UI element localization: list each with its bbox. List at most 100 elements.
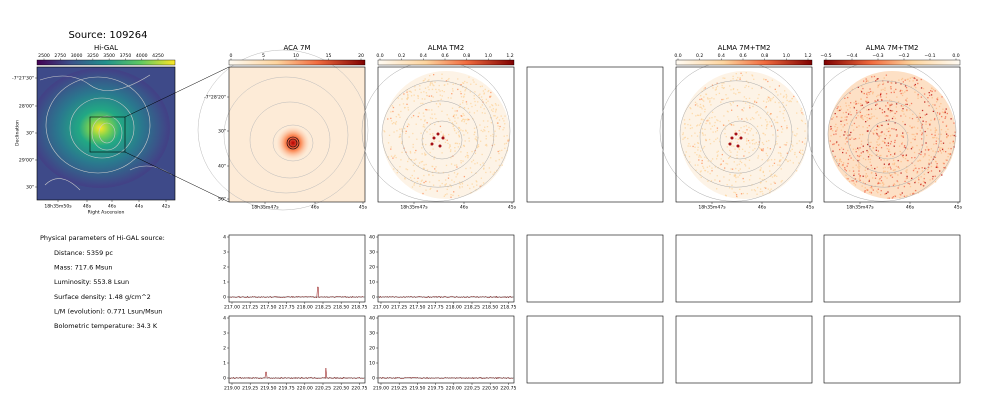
pixel: [913, 126, 916, 128]
pixel: [722, 98, 725, 101]
colorbar-tick-label: 1.2: [506, 53, 513, 59]
pixel: [432, 184, 435, 186]
pixel: [782, 157, 784, 159]
pixel: [946, 159, 948, 161]
pixel: [703, 88, 705, 90]
pixel: [917, 97, 919, 99]
pixel: [439, 90, 441, 92]
pixel: [935, 129, 938, 131]
pixel: [876, 128, 878, 131]
pixel: [858, 178, 861, 180]
pixel: [893, 145, 895, 147]
pixel: [885, 96, 888, 98]
primary-beam: [680, 71, 808, 199]
pixel: [903, 185, 906, 188]
pixel: [873, 75, 876, 78]
pixel: [780, 181, 782, 183]
pixel: [454, 150, 456, 152]
pixel: [865, 166, 868, 168]
pixel: [844, 97, 846, 99]
pixel: [852, 170, 855, 172]
pixel: [407, 160, 409, 163]
pixel: [906, 159, 908, 162]
pixel: [413, 177, 416, 180]
pixel: [462, 113, 464, 115]
pixel: [763, 174, 765, 177]
pixel: [499, 125, 501, 128]
pixel: [899, 150, 901, 153]
pixel: [489, 95, 491, 98]
pixel: [743, 125, 745, 128]
colorbar-tick-label: −0.3: [872, 53, 883, 59]
pixel: [414, 152, 416, 154]
pixel: [749, 130, 751, 132]
pixel: [884, 87, 886, 89]
pixel: [684, 127, 686, 129]
pixel: [947, 128, 949, 131]
pixel: [874, 104, 877, 106]
pixel: [481, 99, 483, 101]
pixel: [914, 156, 916, 159]
pixel: [861, 117, 864, 119]
pixel: [422, 102, 424, 105]
pixel: [876, 95, 878, 98]
pixel: [412, 143, 414, 146]
pixel: [932, 103, 934, 106]
pixel: [424, 78, 426, 80]
pixel: [734, 192, 737, 194]
pixel: [946, 136, 948, 139]
pixel: [721, 153, 723, 156]
pixel: [945, 151, 947, 153]
x-tick-label: 218.75: [500, 305, 516, 311]
pixel: [394, 154, 396, 157]
pixel: [397, 113, 400, 116]
pixel: [699, 131, 701, 134]
colorbar: [675, 59, 813, 66]
pixel: [896, 135, 898, 137]
pixel: [893, 183, 895, 185]
pixel: [477, 145, 480, 148]
pixel: [855, 164, 857, 166]
pixel: [467, 118, 469, 120]
pixel: [848, 170, 851, 172]
pixel: [406, 118, 408, 120]
x-tick-label: 217.25: [391, 305, 407, 311]
pixel: [716, 119, 718, 121]
pixel: [444, 141, 447, 143]
colorbar-tick-label: 3500: [103, 53, 115, 59]
pixel: [759, 191, 761, 193]
pixel: [934, 130, 936, 132]
pixel: [853, 173, 856, 175]
pixel: [920, 151, 923, 153]
pixel: [888, 103, 891, 106]
colorbar-tick-label: 4250: [152, 53, 164, 59]
contour: [401, 100, 479, 174]
pixel: [432, 84, 434, 86]
pixel: [734, 174, 737, 176]
pixel: [700, 106, 702, 109]
pixel: [495, 108, 497, 110]
pixel: [751, 189, 753, 191]
pixel: [754, 101, 756, 103]
pixel: [887, 145, 890, 147]
pixel: [432, 148, 434, 150]
pixel: [401, 98, 403, 100]
y-tick-label: 3: [223, 331, 226, 337]
colorbar-tick-label: 0.4: [420, 53, 427, 59]
pixel: [920, 87, 923, 89]
pixel: [847, 178, 849, 180]
pixel: [869, 186, 872, 189]
pixel: [940, 129, 943, 131]
colorbar-tick-label: 0.8: [463, 53, 470, 59]
y-tick-label: 30": [26, 185, 34, 191]
pixel: [473, 127, 476, 129]
pixel: [730, 104, 732, 106]
pixel: [711, 111, 714, 113]
pixel: [465, 130, 467, 132]
pixel: [737, 76, 739, 79]
pixel: [393, 168, 395, 170]
pixel: [864, 191, 866, 193]
pixel: [495, 160, 497, 162]
colorbar-tick-label: 3750: [120, 53, 132, 59]
pixel: [457, 194, 460, 197]
